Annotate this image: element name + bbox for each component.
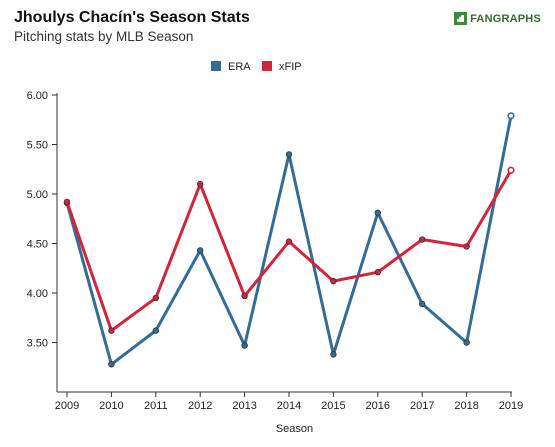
data-point: [463, 339, 470, 346]
x-axis-label: Season: [276, 423, 313, 435]
data-point: [285, 238, 293, 245]
chart-title: Jhoulys Chacín's Season Stats: [14, 9, 250, 26]
x-tick-label: 2019: [499, 400, 523, 412]
legend-swatch: [211, 61, 221, 71]
fangraphs-logo: FANGRAPHS: [454, 12, 541, 25]
y-tick-label: 4.50: [27, 239, 48, 251]
x-tick-label: 2014: [277, 400, 301, 412]
data-point: [374, 209, 381, 217]
data-point: [285, 151, 293, 158]
y-tick-label: 3.50: [27, 338, 48, 350]
data-point: [152, 327, 159, 334]
x-tick-label: 2015: [321, 400, 345, 412]
legend-swatch: [262, 61, 272, 71]
data-point: [374, 269, 381, 276]
logo-text: FANGRAPHS: [470, 12, 541, 25]
data-point: [108, 327, 115, 334]
x-tick-label: 2018: [454, 400, 478, 412]
bar-chart-icon: [454, 12, 468, 25]
data-point: [196, 247, 204, 254]
data-point: [63, 198, 71, 206]
legend-label: ERA: [228, 61, 251, 73]
y-tick-label: 5.00: [27, 189, 48, 201]
x-tick-label: 2016: [366, 400, 390, 412]
data-point: [108, 361, 115, 368]
data-point: [196, 180, 204, 188]
x-tick-label: 2012: [188, 400, 212, 412]
data-point: [507, 112, 515, 120]
data-point: [419, 300, 426, 308]
y-tick-label: 4.00: [27, 288, 48, 300]
x-tick-label: 2013: [232, 400, 256, 412]
data-point: [507, 166, 515, 174]
y-tick-label: 5.50: [27, 140, 48, 152]
data-point: [330, 351, 337, 358]
y-tick-label: 6.00: [27, 90, 48, 102]
data-point: [241, 292, 248, 300]
data-point: [152, 294, 159, 302]
data-point: [330, 277, 337, 285]
data-point: [463, 243, 470, 250]
legend-label: xFIP: [279, 61, 302, 73]
chart-subtitle: Pitching stats by MLB Season: [14, 29, 194, 44]
x-tick-label: 2010: [99, 400, 123, 412]
data-point: [419, 236, 426, 243]
x-tick-label: 2017: [410, 400, 434, 412]
x-tick-label: 2011: [144, 400, 168, 412]
series-line: [65, 168, 513, 333]
data-point: [241, 342, 248, 349]
x-tick-label: 2009: [55, 400, 79, 412]
